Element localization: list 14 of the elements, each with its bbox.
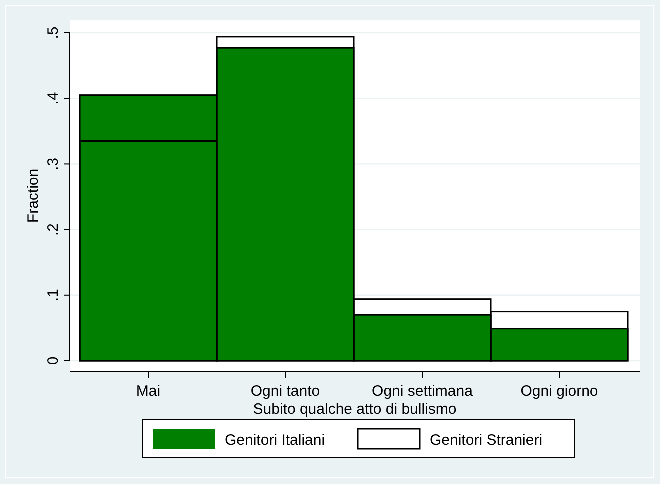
x-tick-label: Ogni settimana <box>372 383 474 400</box>
x-tick-label: Mai <box>136 383 161 400</box>
y-tick-label: .4 <box>45 92 62 105</box>
y-axis-title: Fraction <box>25 168 42 224</box>
y-tick-label: .1 <box>45 289 62 302</box>
legend-label: Genitori Italiani <box>225 432 326 449</box>
y-tick-label: .5 <box>45 26 62 40</box>
x-tick-label: Ogni tanto <box>250 383 320 400</box>
y-tick-label: .2 <box>45 224 62 236</box>
x-axis-title: Subito qualche atto di bullismo <box>253 401 457 418</box>
y-tick-label: 0 <box>45 356 62 366</box>
legend-label: Genitori Stranieri <box>430 432 543 449</box>
y-tick-label: .3 <box>45 158 62 170</box>
x-tick-label: Ogni giorno <box>520 383 598 400</box>
